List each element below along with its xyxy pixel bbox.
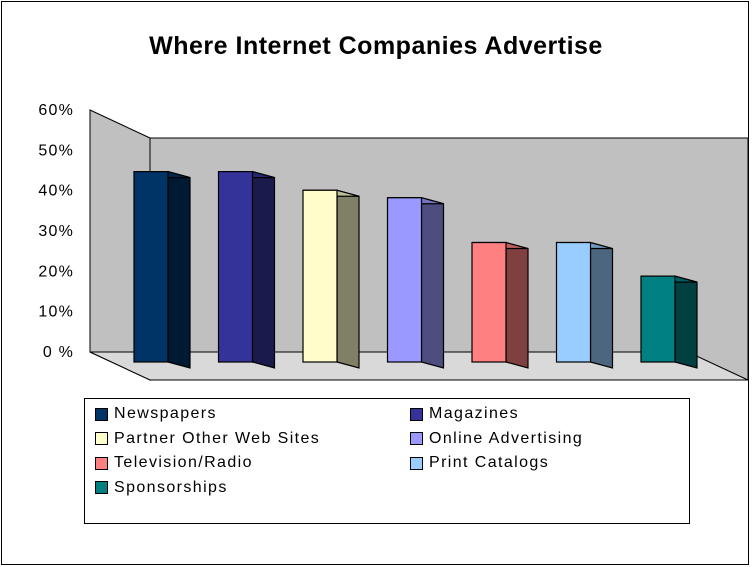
legend-label: Partner Other Web Sites [114,429,321,447]
legend-item: Online Advertising [410,428,583,450]
bar [217,171,254,363]
y-tick-label: 20% [38,263,74,280]
bar-side [167,170,191,369]
legend-label: Online Advertising [429,429,584,447]
legend-item: Sponsorships [95,477,228,499]
legend-swatch [95,432,108,445]
bar-side [505,241,529,369]
bar-side [674,275,698,369]
bar [386,197,423,363]
legend: Newspapers Magazines Partner Other Web Sit… [84,398,690,524]
legend-swatch [95,481,108,494]
legend-item: Television/Radio [95,452,253,474]
y-tick-label: 60% [38,102,74,119]
legend-item: Newspapers [95,403,217,425]
legend-swatch [410,456,423,470]
bar [640,275,676,363]
bar-side [420,196,445,369]
legend-item: Partner Other Web Sites [95,428,320,450]
chart-title: Where Internet Companies Advertise [149,32,603,60]
bar-side [336,189,360,369]
legend-label: Print Catalogs [429,454,550,471]
y-tick-label: 0 % [43,344,74,361]
bar [471,241,507,363]
bar-side [589,241,614,369]
legend-label: Television/Radio [114,454,253,471]
y-tick-label: 50% [38,142,74,159]
bar [555,241,592,363]
bar [133,171,169,363]
legend-swatch [95,407,108,421]
legend-item: Print Catalogs [410,452,549,474]
bar [302,189,338,363]
legend-item: Magazines [410,403,519,425]
legend-swatch [95,456,108,470]
y-tick-label: 30% [38,223,74,240]
y-tick-label: 40% [38,183,74,200]
legend-swatch [410,432,423,445]
legend-label: Magazines [429,405,519,422]
legend-swatch [410,407,423,421]
y-tick-label: 10% [38,304,74,321]
bar-side [251,170,276,369]
legend-label: Newspapers [114,405,217,422]
legend-label: Sponsorships [114,478,228,496]
